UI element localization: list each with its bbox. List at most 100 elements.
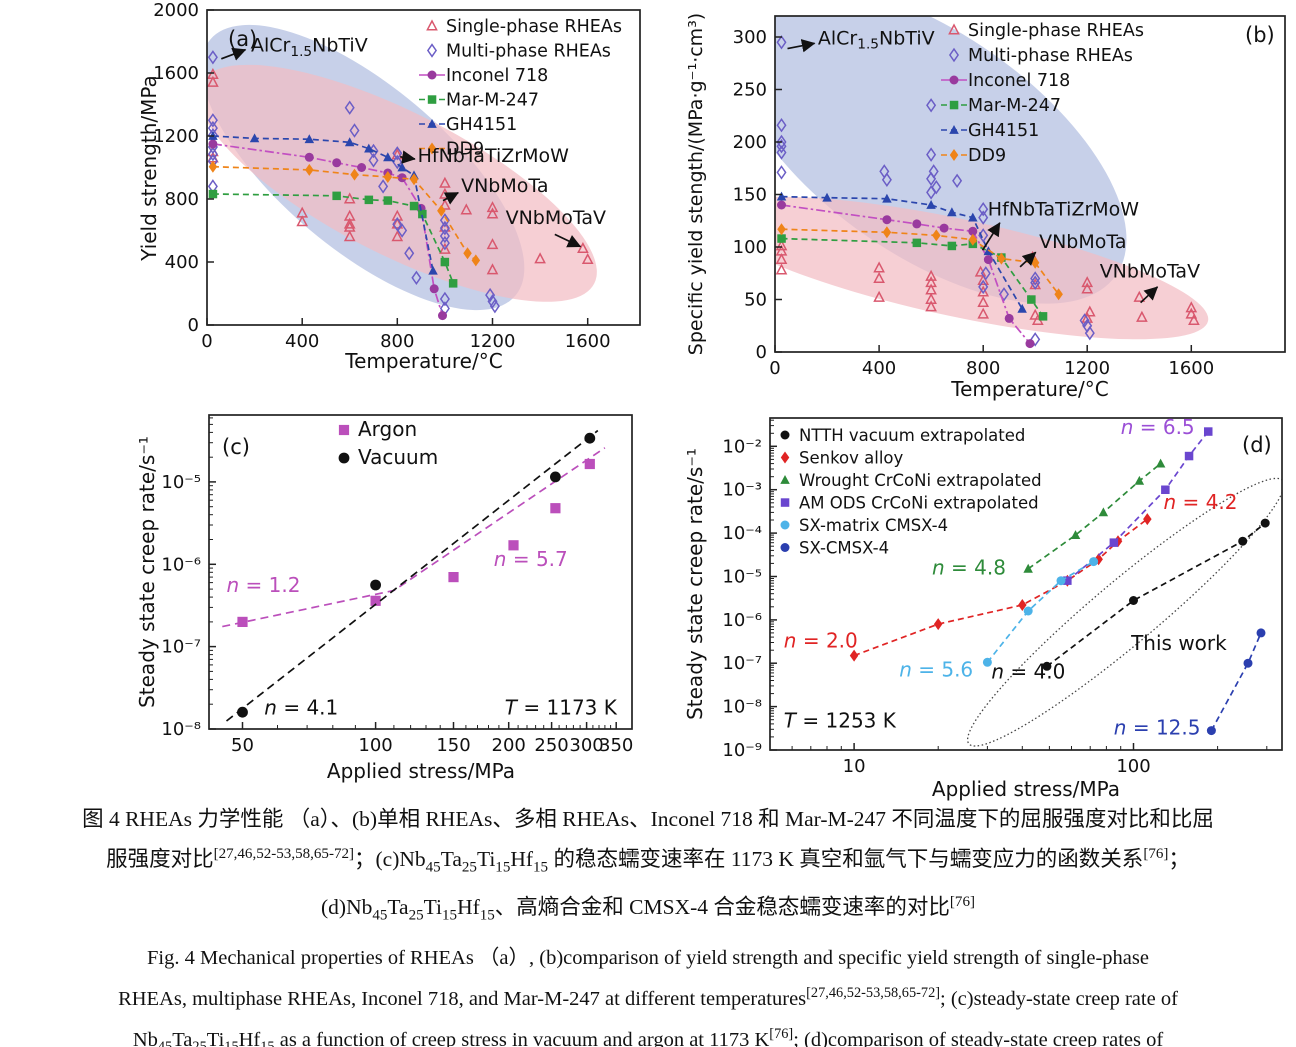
svg-text:SX-matrix CMSX-4: SX-matrix CMSX-4 (799, 516, 948, 535)
series (208, 160, 481, 267)
svg-text:NTTH vacuum extrapolated: NTTH vacuum extrapolated (799, 426, 1025, 445)
svg-text:100: 100 (1116, 756, 1150, 777)
svg-text:400: 400 (862, 358, 896, 379)
svg-text:300: 300 (569, 735, 603, 756)
caption-line: 服强度对比[27,46,52-53,58,65-72]；(c)Nb45Ta25T… (106, 846, 1190, 876)
svg-text:200: 200 (492, 735, 526, 756)
svg-text:10⁻⁸: 10⁻⁸ (722, 697, 762, 718)
svg-text:Mar-M-247: Mar-M-247 (446, 91, 539, 111)
svg-text:DD9: DD9 (968, 146, 1006, 166)
annotation-arrow (1140, 286, 1159, 304)
svg-text:10⁻⁵: 10⁻⁵ (161, 472, 201, 493)
svg-text:1600: 1600 (565, 331, 611, 352)
figure-captions: 图 4 RHEAs 力学性能 （a）、(b)单相 RHEAs、多相 RHEAs、… (0, 802, 1296, 1047)
chart-yield-strength: 0 400 800 1200 1600 0 400 800 1200 1600 2000 Temper… (132, 0, 662, 407)
annotation-arrow (981, 222, 1001, 251)
svg-text:10⁻⁹: 10⁻⁹ (722, 740, 762, 761)
annotation: n = 4.0 (991, 660, 1065, 684)
y-axis-label: Yield strength/MPa (137, 75, 161, 262)
svg-text:Senkov alloy: Senkov alloy (799, 449, 904, 468)
svg-text:10⁻⁷: 10⁻⁷ (161, 637, 201, 658)
svg-text:Multi-phase RHEAs: Multi-phase RHEAs (968, 46, 1133, 66)
annotation-arrow (221, 47, 247, 61)
svg-text:10⁻⁸: 10⁻⁸ (161, 719, 201, 740)
svg-text:0: 0 (188, 315, 199, 336)
svg-text:1600: 1600 (153, 63, 199, 84)
svg-text:Single-phase RHEAs: Single-phase RHEAs (968, 21, 1144, 41)
svg-text:150: 150 (436, 735, 470, 756)
legend: Single-phase RHEAs Multi-phase RHEAs Incon… (419, 17, 622, 160)
chart-creep-rate-comparison: 10 100 10⁻⁹ 10⁻⁸ 10⁻⁷ 10⁻⁶ 10⁻⁵ 10⁻⁴ 10⁻³ 10⁻² App… (682, 408, 1296, 807)
svg-text:10⁻³: 10⁻³ (722, 480, 762, 501)
series (1063, 427, 1213, 585)
svg-text:DD9: DD9 (446, 140, 484, 160)
series (225, 429, 599, 722)
caption-chinese: 图 4 RHEAs 力学性能 （a）、(b)单相 RHEAs、多相 RHEAs、… (0, 802, 1296, 934)
svg-text:100: 100 (733, 237, 767, 258)
series (208, 131, 438, 275)
svg-text:SX-CMSX-4: SX-CMSX-4 (799, 539, 889, 558)
caption-line: RHEAs, multiphase RHEAs, Inconel 718, an… (118, 984, 1178, 1010)
y-axis-label: Specific yield stength/(MPa·g⁻¹·cm³) (685, 13, 707, 355)
annotation: T = 1253 K (784, 709, 897, 733)
y-axis-label: Steady state creep rate/s⁻¹ (683, 448, 707, 720)
svg-text:Inconel 718: Inconel 718 (968, 71, 1070, 91)
panel-label: (c) (222, 435, 250, 459)
svg-text:Argon: Argon (358, 417, 417, 441)
annotation: n = 4.2 (1164, 490, 1238, 514)
svg-text:150: 150 (733, 185, 767, 206)
panel-label: (a) (228, 27, 257, 51)
chart-specific-yield-strength: 0 400 800 1200 1600 0 50 100 150 200 250 300 Tempera… (682, 0, 1296, 410)
panel-label: (b) (1245, 23, 1275, 47)
svg-text:10⁻⁵: 10⁻⁵ (722, 567, 762, 588)
svg-text:400: 400 (285, 331, 319, 352)
svg-text:50: 50 (744, 290, 767, 311)
annotation: VNbMoTaV (1100, 260, 1200, 282)
annotation-arrow (1019, 251, 1037, 268)
series (208, 189, 458, 288)
panel-label: (d) (1242, 433, 1272, 457)
annotation: AlCr1.5NbTiV (251, 35, 368, 60)
series (1206, 628, 1266, 736)
annotation: n = 4.1 (264, 696, 338, 720)
legend: Argon Vacuum (338, 417, 438, 469)
caption-line: (d)Nb45Ta25Ti15Hf15、高熵合金和 CMSX-4 合金稳态蠕变速… (321, 894, 975, 924)
annotation-arrow (400, 150, 416, 164)
x-axis-label: Temperature/°C (950, 377, 1108, 401)
axes-frame (769, 417, 1283, 751)
svg-text:AM ODS CrCoNi extrapolated: AM ODS CrCoNi extrapolated (799, 494, 1039, 513)
svg-text:10⁻⁷: 10⁻⁷ (722, 653, 762, 674)
annotation: n = 5.7 (494, 547, 568, 571)
series (222, 447, 606, 628)
svg-text:GH4151: GH4151 (446, 115, 517, 135)
svg-text:10⁻⁶: 10⁻⁶ (161, 554, 201, 575)
annotation-arrow (554, 233, 582, 248)
annotation-arrow (787, 39, 816, 53)
chart-b-regions (775, 16, 1209, 340)
svg-text:800: 800 (966, 358, 1000, 379)
legend: NTTH vacuum extrapolated Senkov alloy Wrou… (780, 426, 1042, 558)
svg-text:10: 10 (843, 756, 866, 777)
annotation: T = 1173 K (505, 696, 618, 720)
series (982, 557, 1099, 667)
legend: Single-phase RHEAs Multi-phase RHEAs Incon… (941, 21, 1144, 166)
svg-text:2000: 2000 (153, 0, 199, 21)
x-axis-label: Applied stress/MPa (932, 777, 1120, 801)
svg-text:250: 250 (733, 80, 767, 101)
svg-text:1600: 1600 (1168, 358, 1214, 379)
axes-frame (774, 15, 1286, 353)
annotation: HfNbTaTiZrMoW (418, 145, 569, 167)
chart-d-svg: 10 100 10⁻⁹ 10⁻⁸ 10⁻⁷ 10⁻⁶ 10⁻⁵ 10⁻⁴ 10⁻³ 10⁻² App… (683, 415, 1283, 801)
annotation: VNbMoTaV (506, 207, 606, 229)
svg-text:800: 800 (380, 331, 414, 352)
annotation: VNbMoTa (1039, 231, 1126, 253)
x-axis-label: Applied stress/MPa (327, 759, 515, 783)
caption-english: Fig. 4 Mechanical properties of RHEAs （a… (0, 941, 1296, 1047)
svg-text:300: 300 (733, 27, 767, 48)
annotation: This work (1130, 631, 1227, 655)
caption-line: 图 4 RHEAs 力学性能 （a）、(b)单相 RHEAs、多相 RHEAs、… (82, 807, 1214, 831)
svg-text:0: 0 (201, 331, 212, 352)
annotation-arrow (442, 191, 459, 205)
annotation: VNbMoTa (461, 175, 548, 197)
